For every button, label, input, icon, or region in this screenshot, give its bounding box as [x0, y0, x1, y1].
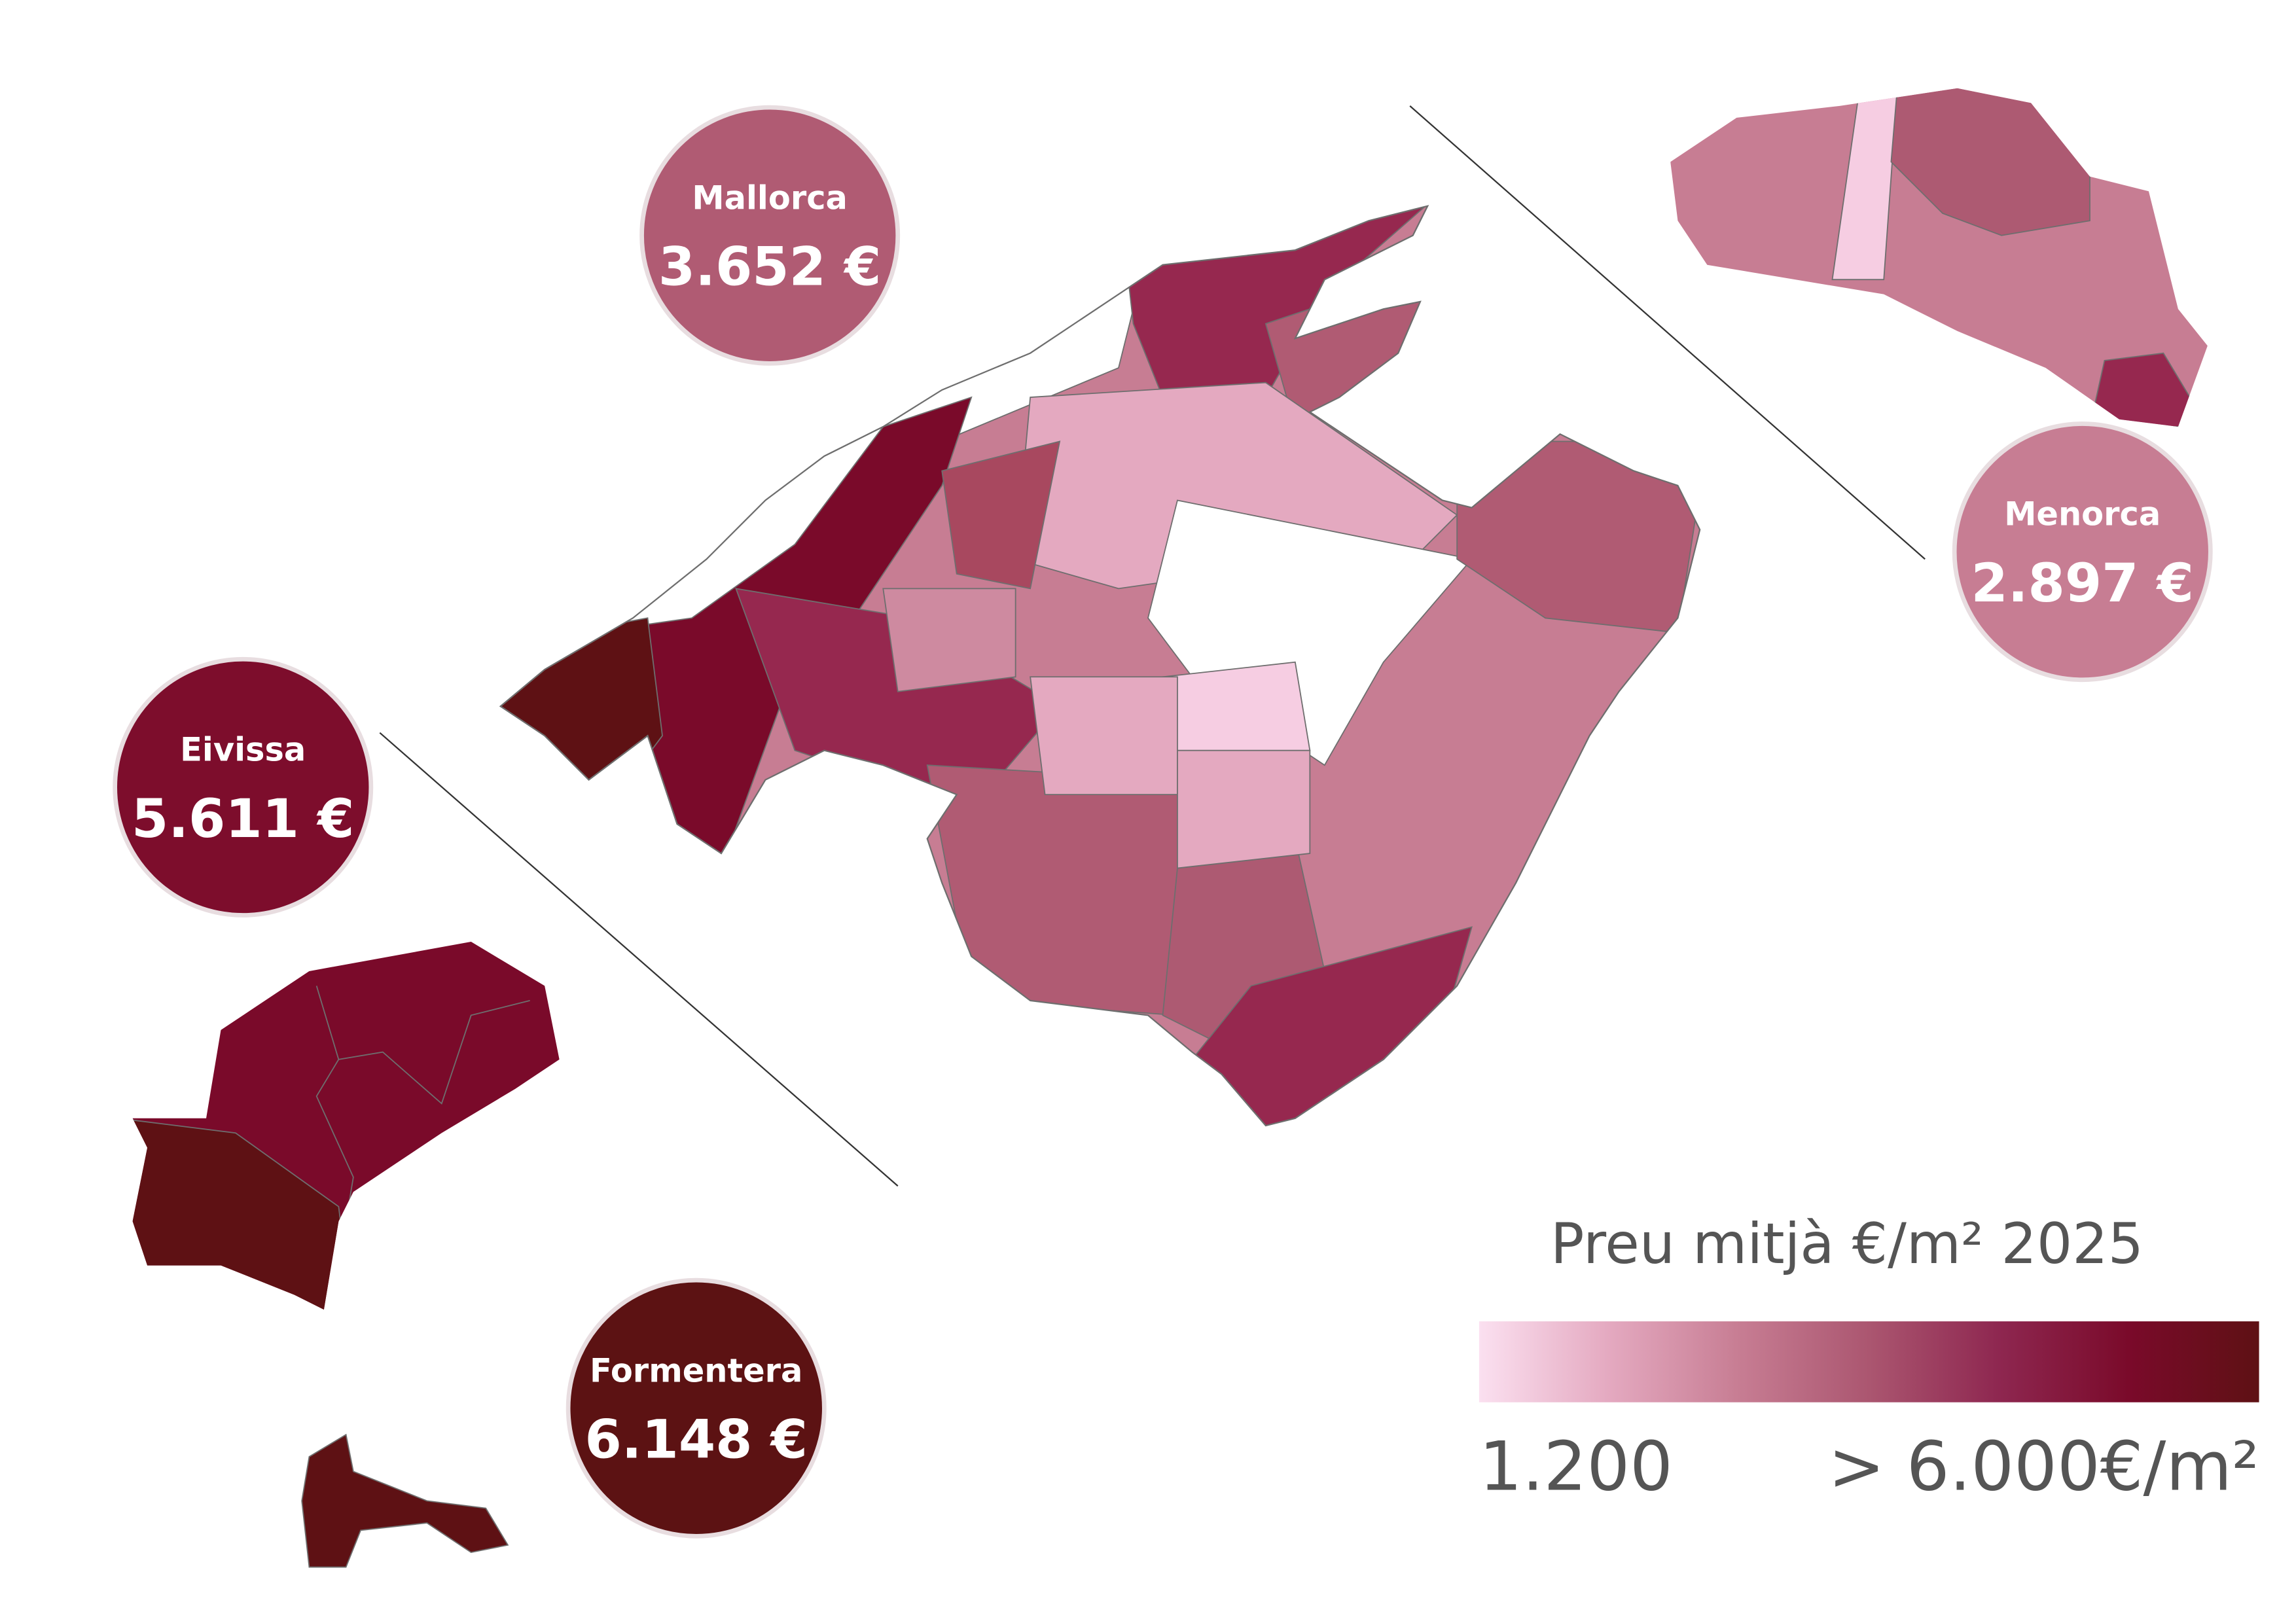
bubbles: Mallorca 3.652 € Menorca 2.897 € Eivissa 5.61…: [113, 105, 2213, 1539]
legend-min: 1.200: [1479, 1428, 1673, 1507]
island-name: Mallorca: [692, 179, 848, 217]
mallorca-map: [500, 205, 1700, 1126]
island-bubble: [565, 1277, 827, 1539]
island-bubble: [1952, 421, 2213, 683]
island-bubble: [113, 656, 374, 918]
island-name: Formentera: [590, 1351, 802, 1389]
divider: [1409, 105, 1926, 560]
legend: Preu mitjà €/m² 2025 1.200 > 6.000€/m²: [1479, 1212, 2259, 1507]
island-name: Eivissa: [180, 730, 306, 768]
formentera-map: [301, 1433, 509, 1568]
island-price: 5.611 €: [132, 789, 355, 850]
legend-max: > 6.000€/m²: [1828, 1428, 2259, 1507]
divider: [379, 732, 899, 1187]
legend-gradient: [1479, 1321, 2259, 1402]
island-price: 3.652 €: [658, 237, 882, 298]
eivissa-map: [132, 941, 560, 1310]
menorca-map: [1670, 88, 2208, 427]
island-name: Menorca: [2004, 495, 2161, 533]
island-bubble: [639, 105, 901, 366]
legend-title: Preu mitjà €/m² 2025: [1551, 1212, 2144, 1277]
island-price: 6.148 €: [584, 1410, 808, 1471]
island-price: 2.897 €: [1971, 553, 2194, 615]
